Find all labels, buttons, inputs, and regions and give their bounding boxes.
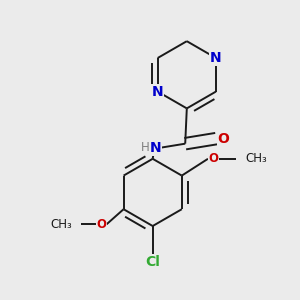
Text: Cl: Cl <box>145 255 160 269</box>
Text: H: H <box>141 141 150 154</box>
Text: N: N <box>210 51 222 65</box>
Text: CH₃: CH₃ <box>50 218 72 231</box>
Text: N: N <box>150 141 162 155</box>
Text: O: O <box>97 218 107 231</box>
Text: O: O <box>209 152 219 165</box>
Text: CH₃: CH₃ <box>245 152 267 165</box>
Text: N: N <box>152 85 164 99</box>
Text: O: O <box>217 132 229 145</box>
